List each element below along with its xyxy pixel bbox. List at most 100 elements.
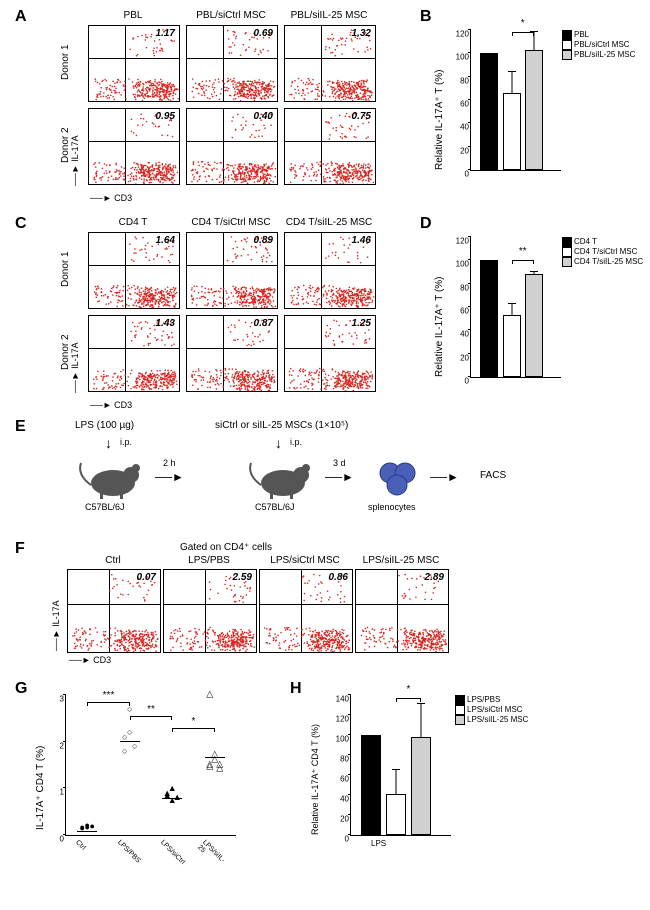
t1-label: 2 h <box>163 458 176 468</box>
ytick-label: 0 <box>60 835 64 844</box>
bar <box>480 53 498 170</box>
facs-col-title: PBL/siIL-25 MSC <box>284 10 374 21</box>
xtick-label: LPS/PBS <box>116 839 142 865</box>
facs-percentage: 0.87 <box>254 318 273 329</box>
facs-plot: 0.95 <box>88 108 180 185</box>
bar <box>361 735 381 835</box>
ytick-label: 0 <box>465 377 469 386</box>
bar <box>503 315 521 377</box>
ytick-label: 20 <box>460 146 469 155</box>
panel-h-label: H <box>290 680 302 698</box>
ytick-label: 100 <box>456 53 469 62</box>
ytick-label: 120 <box>456 30 469 39</box>
panel-c-label: C <box>15 215 27 233</box>
mean-line <box>120 741 140 742</box>
facs-percentage: 2.59 <box>233 572 252 583</box>
ytick-label: 20 <box>340 815 349 824</box>
facs-plot: 0.07 <box>67 569 161 653</box>
facs-plot: 0.75 <box>284 108 376 185</box>
facs-col-title: LPS/siCtrl MSC <box>259 555 351 566</box>
scatter-point: ○ <box>127 727 132 737</box>
panel-f-header: Gated on CD4⁺ cells <box>180 542 272 553</box>
arrow-down-2: ↓ <box>275 435 282 451</box>
facs-percentage: 1.17 <box>156 28 175 39</box>
facs-x-axis-label: ──► CD3 <box>90 193 132 203</box>
facs-plot: 0.40 <box>186 108 278 185</box>
facs-plot: 1.32 <box>284 25 376 102</box>
xtick-label: Ctrl <box>74 839 87 852</box>
xtick-label: LPS <box>371 839 386 848</box>
facs-plot: 0.89 <box>186 232 278 309</box>
scatter-point: ○ <box>122 746 127 756</box>
facs-col-title: CD4 T/siCtrl MSC <box>186 217 276 228</box>
ytick-label: 60 <box>460 307 469 316</box>
xtick-label: LPS/siCtrl <box>159 839 186 866</box>
facs-plot: 1.46 <box>284 232 376 309</box>
facs-plot: 0.86 <box>259 569 353 653</box>
bar <box>386 794 406 835</box>
mouse-icon-2 <box>245 455 315 500</box>
bar <box>480 260 498 377</box>
splenocytes-icon <box>375 455 420 500</box>
mean-line <box>205 757 225 758</box>
spleno-label: splenocytes <box>368 502 416 512</box>
t2-label: 3 d <box>333 458 346 468</box>
ytick-label: 80 <box>460 283 469 292</box>
legend: PBLPBL/siCtrl MSCPBL/siIL-25 MSC <box>562 30 635 60</box>
panel-g-scatter: 0123●●●●●Ctrl○○○○○LPS/PBS▲▲▲▲▲▲▲LPS/siCt… <box>65 695 236 836</box>
ytick-label: 120 <box>456 237 469 246</box>
facs-plot: 2.89 <box>355 569 449 653</box>
facs-percentage: 1.25 <box>352 318 371 329</box>
facs-col-title: LPS/siIL-25 MSC <box>355 555 447 566</box>
facs-percentage: 0.86 <box>329 572 348 583</box>
bar <box>411 737 431 835</box>
arrow-right-3: ──► <box>430 470 459 484</box>
bar <box>525 274 543 377</box>
ytick-label: 40 <box>340 795 349 804</box>
panel-d-barchart: 020406080100120** <box>470 237 561 378</box>
panel-d-label: D <box>420 215 432 233</box>
facs-plot: 1.64 <box>88 232 180 309</box>
ytick-label: 100 <box>336 735 349 744</box>
ytick-label: 0 <box>465 170 469 179</box>
facs-percentage: 1.46 <box>352 235 371 246</box>
scatter-point: △ <box>206 758 213 769</box>
panel-b-label: B <box>420 8 432 26</box>
facs-col-title: Ctrl <box>67 555 159 566</box>
panel-h-barchart: 020406080100120140*LPS <box>350 695 451 836</box>
facs-plot: 0.69 <box>186 25 278 102</box>
facs-percentage: 0.40 <box>254 111 273 122</box>
ytick-label: 60 <box>460 100 469 109</box>
ytick-label: 40 <box>460 330 469 339</box>
facs-y-axis-label: ──► IL-17A <box>70 135 80 186</box>
ytick-label: 1 <box>60 788 64 797</box>
facs-x-axis-label: ──► CD3 <box>90 400 132 410</box>
scatter-point: △ <box>206 688 213 699</box>
arrow-down-1: ↓ <box>105 435 112 451</box>
panel-d-ylabel: Relative IL-17A⁺ T (%) <box>434 276 445 377</box>
scatter-point: ● <box>85 820 90 830</box>
ytick-label: 40 <box>460 123 469 132</box>
panel-b-barchart: 020406080100120* <box>470 30 561 171</box>
legend: LPS/PBSLPS/siCtrl MSCLPS/siIL-25 MSC <box>455 695 528 725</box>
facs-col-title: CD4 T <box>88 217 178 228</box>
facs-percentage: 0.95 <box>156 111 175 122</box>
facs-label: FACS <box>480 470 506 481</box>
facs-percentage: 0.69 <box>254 28 273 39</box>
facs-percentage: 2.89 <box>425 572 444 583</box>
ytick-label: 0 <box>345 835 349 844</box>
facs-percentage: 0.07 <box>137 572 156 583</box>
panel-b-ylabel: Relative IL-17A⁺ T (%) <box>434 69 445 170</box>
panel-g-label: G <box>15 680 27 698</box>
arrow-right-1: ──► <box>155 470 184 484</box>
facs-percentage: 1.43 <box>156 318 175 329</box>
bar <box>525 50 543 170</box>
facs-percentage: 1.32 <box>352 28 371 39</box>
ip-label-1: i.p. <box>120 437 132 447</box>
panel-g-ylabel: IL-17A⁺ CD4 T (%) <box>35 746 46 830</box>
panel-h-ylabel: Relative IL-17A⁺ CD4 T (%) <box>310 724 321 835</box>
scatter-point: ○ <box>132 741 137 751</box>
ytick-label: 80 <box>340 755 349 764</box>
facs-plot: 1.25 <box>284 315 376 392</box>
facs-percentage: 0.75 <box>352 111 371 122</box>
